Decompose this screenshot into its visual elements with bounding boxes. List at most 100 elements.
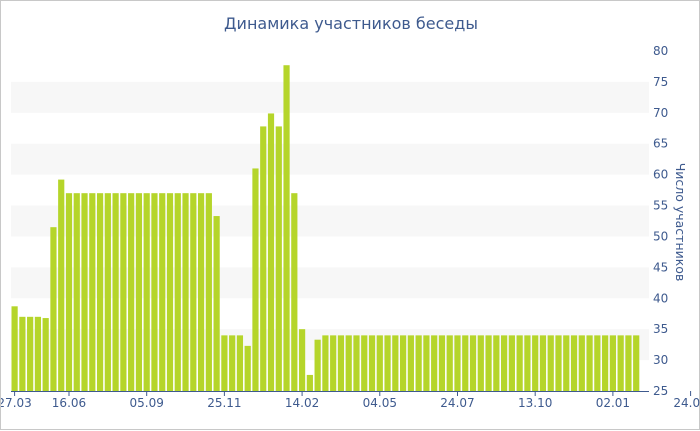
bar	[602, 335, 609, 391]
bar	[120, 193, 127, 391]
bar	[267, 113, 275, 391]
bar	[11, 306, 18, 391]
y-tick-label: 35	[653, 322, 668, 336]
bar	[236, 335, 244, 391]
bar	[462, 335, 469, 391]
bar	[454, 335, 461, 391]
bar	[306, 374, 313, 391]
bar	[190, 193, 197, 391]
bar	[547, 335, 554, 391]
bar	[625, 335, 632, 391]
bar	[221, 335, 228, 391]
bar	[431, 335, 438, 391]
bar	[128, 193, 135, 391]
y-tick-label: 80	[653, 44, 668, 58]
bar	[182, 193, 189, 391]
y-tick-label: 30	[653, 353, 668, 367]
bar	[516, 335, 523, 391]
bar	[322, 335, 329, 391]
x-tick-label: 02.01	[596, 396, 630, 410]
bar	[368, 335, 376, 391]
y-tick-label: 50	[653, 229, 668, 243]
bar	[104, 193, 111, 391]
x-tick-label: 05.09	[130, 396, 164, 410]
x-tick-label: 04.05	[363, 396, 397, 410]
bar	[213, 216, 220, 391]
bar	[423, 335, 430, 391]
bar	[96, 193, 104, 391]
bar-series	[11, 65, 640, 391]
bar	[298, 329, 306, 391]
bar	[244, 345, 251, 391]
x-tick-label: 25.11	[207, 396, 241, 410]
bar	[73, 193, 80, 391]
y-tick-label: 40	[653, 291, 668, 305]
bar	[19, 316, 26, 391]
bar	[438, 335, 446, 391]
y-axis-label: Число участников	[673, 163, 688, 282]
bar	[384, 335, 391, 391]
bar	[407, 335, 414, 391]
bar	[524, 335, 531, 391]
bar	[34, 316, 42, 391]
bar	[508, 335, 515, 391]
bar	[135, 193, 143, 391]
y-tick-label: 70	[653, 106, 668, 120]
y-tick-label: 55	[653, 199, 668, 213]
bar	[151, 193, 158, 391]
x-axis-ticks: 27.03 16.06 05.09 25.11 14.02 04.05 24.07 13.10…	[1, 391, 700, 410]
x-tick-label: 16.06	[52, 396, 86, 410]
bar	[617, 335, 624, 391]
bar	[283, 65, 290, 391]
bar	[633, 335, 640, 391]
bar	[81, 193, 88, 391]
bar	[205, 193, 212, 391]
bar	[609, 335, 616, 391]
x-tick-label: 24.03	[673, 396, 700, 410]
y-tick-label: 75	[653, 75, 668, 89]
bar	[415, 335, 422, 391]
bar	[570, 335, 578, 391]
x-tick-label: 14.02	[285, 396, 319, 410]
bar	[586, 335, 593, 391]
bar	[229, 335, 236, 391]
bar	[252, 168, 259, 391]
bar	[501, 335, 508, 391]
bar	[469, 335, 477, 391]
x-tick-label: 27.03	[1, 396, 32, 410]
y-tick-label: 65	[653, 137, 668, 151]
grid-band	[11, 81, 649, 113]
bar	[314, 339, 321, 391]
y-tick-label: 60	[653, 168, 668, 182]
bar	[400, 335, 407, 391]
bar	[65, 193, 73, 391]
y-axis-ticks: 25 30 35 40 45 50 55 60 65 70 75 80	[653, 44, 668, 398]
bar	[578, 335, 585, 391]
bar	[50, 227, 57, 391]
bar	[392, 335, 399, 391]
bar	[143, 193, 150, 391]
bar	[477, 335, 484, 391]
bar	[353, 335, 360, 391]
bar	[159, 193, 166, 391]
bar	[337, 335, 345, 391]
bar	[345, 335, 352, 391]
bar	[58, 179, 65, 391]
bar	[174, 193, 181, 391]
bar	[275, 126, 282, 391]
bar	[539, 335, 547, 391]
x-tick-label: 13.10	[518, 396, 552, 410]
bar	[89, 193, 96, 391]
bar	[563, 335, 570, 391]
x-tick-label: 24.07	[440, 396, 474, 410]
grid-band	[11, 143, 649, 175]
bar	[112, 193, 119, 391]
bar	[291, 193, 298, 391]
bar	[376, 335, 383, 391]
bar	[197, 193, 205, 391]
y-tick-label: 45	[653, 260, 668, 274]
bar	[42, 318, 49, 391]
bar	[166, 193, 174, 391]
